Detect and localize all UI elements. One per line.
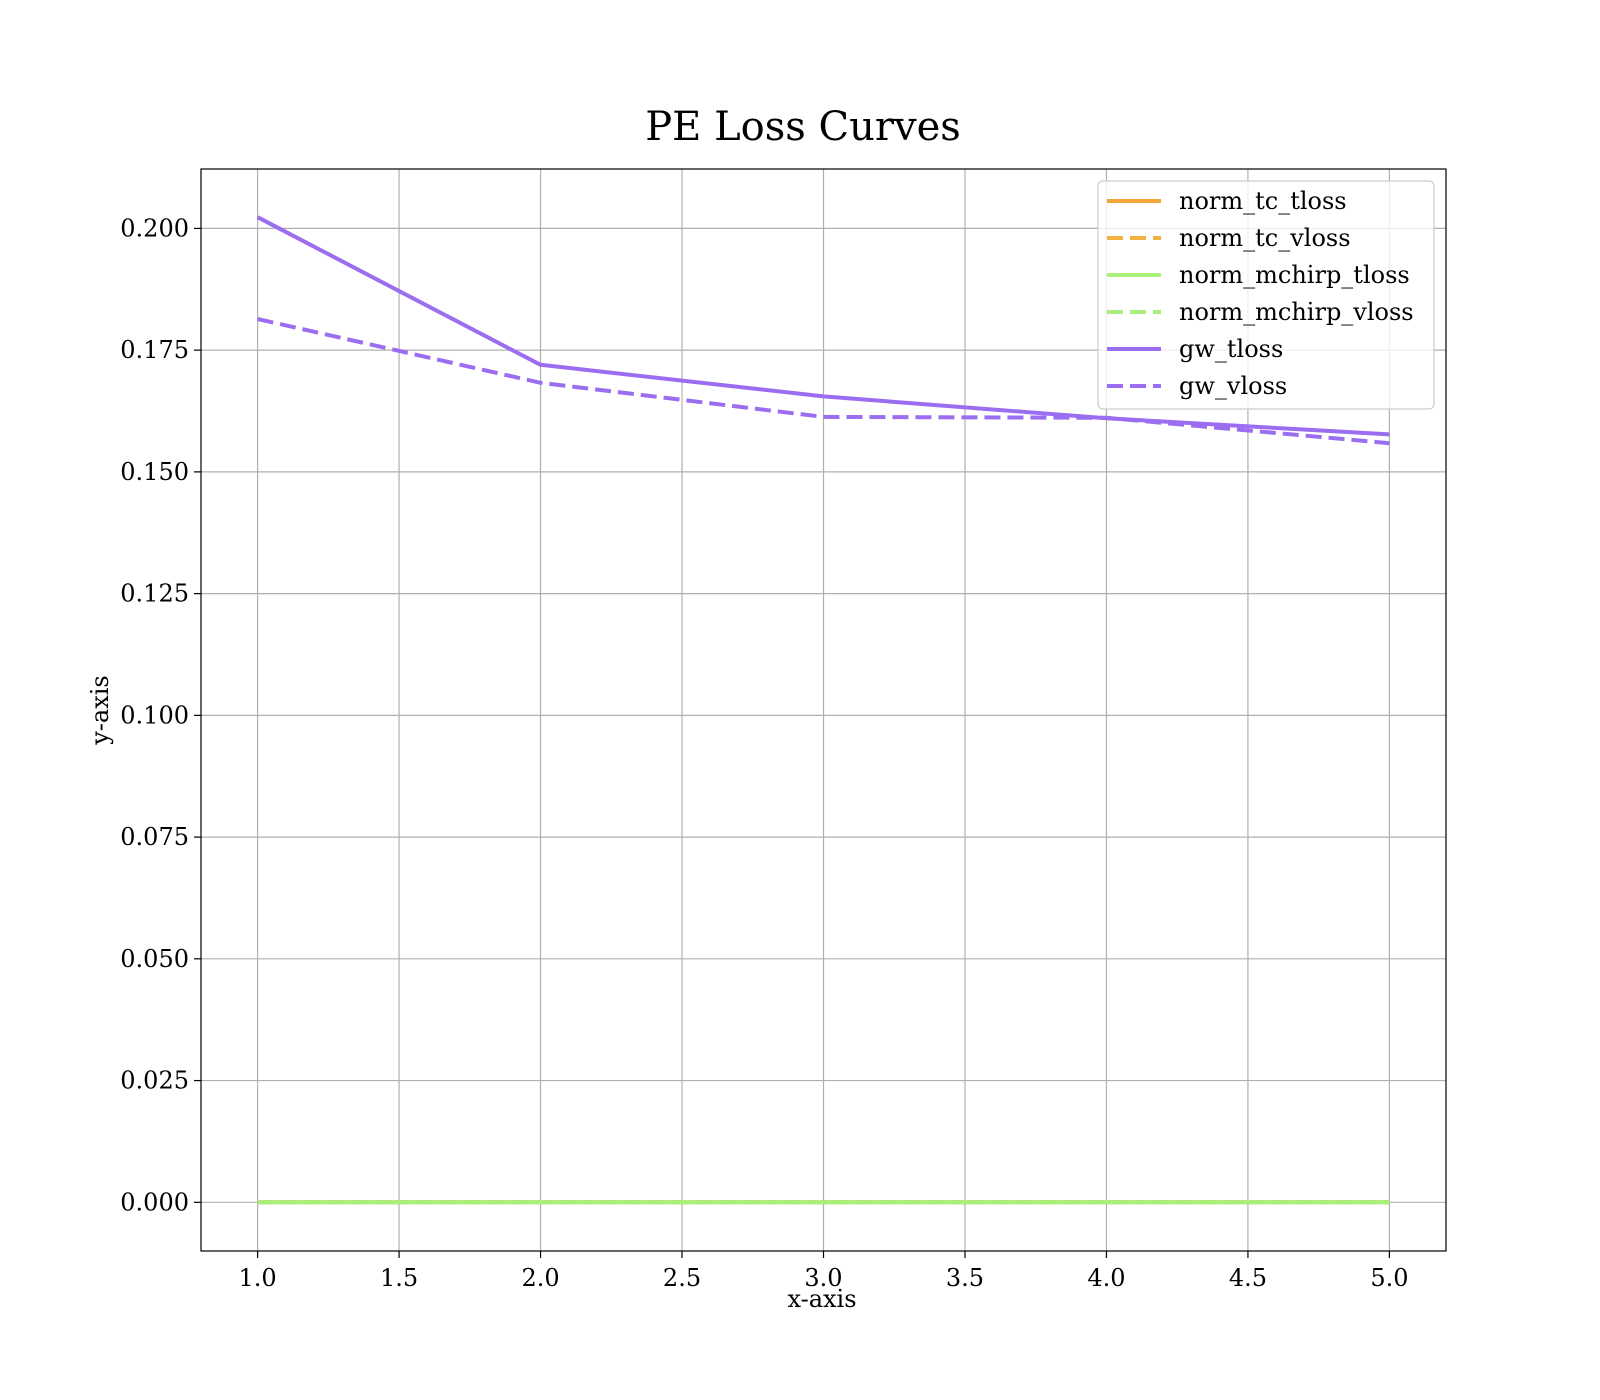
x-axis-ticks: 1.0 1.5 2.0 2.5 3.0 3.5 4.0 4.5 5.0 [239,1251,1408,1292]
y-tick-label: 0.100 [120,701,189,729]
x-tick-label: 4.0 [1087,1264,1125,1292]
y-tick-label: 0.000 [120,1188,189,1216]
y-tick-label: 0.175 [120,336,189,364]
y-tick-label: 0.200 [120,214,189,242]
legend-box [1097,180,1435,410]
chart-title: PE Loss Curves [645,104,961,150]
x-tick-label: 5.0 [1370,1264,1408,1292]
legend-entry-label: gw_tloss [1179,335,1283,363]
y-tick-label: 0.050 [120,945,189,973]
x-tick-label: 2.0 [521,1264,559,1292]
y-tick-label: 0.075 [120,823,189,851]
y-axis-ticks: 0.000 0.025 0.050 0.075 0.100 0.125 0.150 0.175… [120,214,201,1216]
series-line-gw-tloss [256,215,1390,437]
series-line-gw-vloss [257,317,1390,446]
legend-entry-label: norm_tc_vloss [1179,224,1351,252]
y-tick-label: 0.150 [120,458,189,486]
x-tick-label: 4.5 [1229,1264,1267,1292]
y-tick-label: 0.125 [120,580,189,608]
legend: norm_tc_tloss norm_tc_vloss norm_mchirp_tl… [1097,180,1435,410]
series-layer [256,215,1390,1205]
grid [201,169,1446,1251]
x-tick-label: 3.5 [946,1264,984,1292]
x-tick-label: 2.5 [663,1264,701,1292]
legend-entry-label: norm_mchirp_vloss [1179,298,1414,326]
x-axis-label: x-axis [787,1285,856,1313]
legend-entry-label: norm_mchirp_tloss [1179,261,1410,289]
legend-entry-label: gw_vloss [1179,372,1287,400]
y-tick-label: 0.025 [120,1067,189,1095]
y-axis-label: y-axis [86,675,114,746]
x-tick-label: 1.5 [380,1264,418,1292]
x-tick-label: 3.0 [804,1264,842,1292]
x-tick-label: 1.0 [239,1264,277,1292]
legend-entry-label: norm_tc_tloss [1179,187,1347,215]
